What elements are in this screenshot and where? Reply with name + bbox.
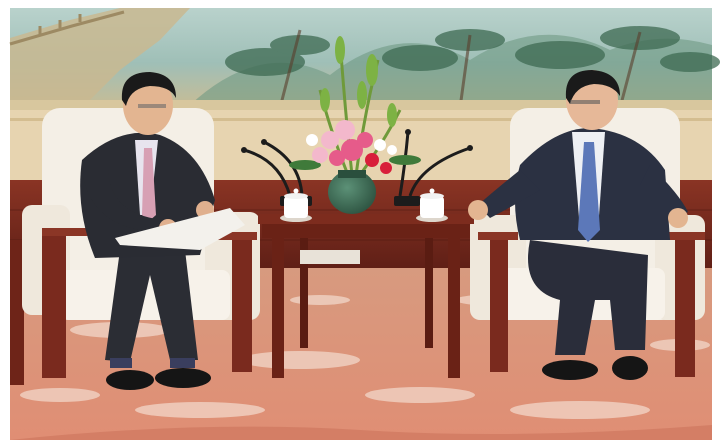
photo-content — [9, 8, 720, 440]
left-man — [80, 72, 245, 390]
side-table-left — [10, 240, 24, 385]
flower-vase — [328, 170, 376, 214]
teacup-right — [416, 188, 448, 222]
mural-great-wall — [10, 8, 190, 106]
teacup-left — [280, 188, 312, 222]
center-tea-table — [258, 214, 474, 378]
right-man — [468, 70, 688, 380]
flower-arrangement — [289, 36, 421, 214]
